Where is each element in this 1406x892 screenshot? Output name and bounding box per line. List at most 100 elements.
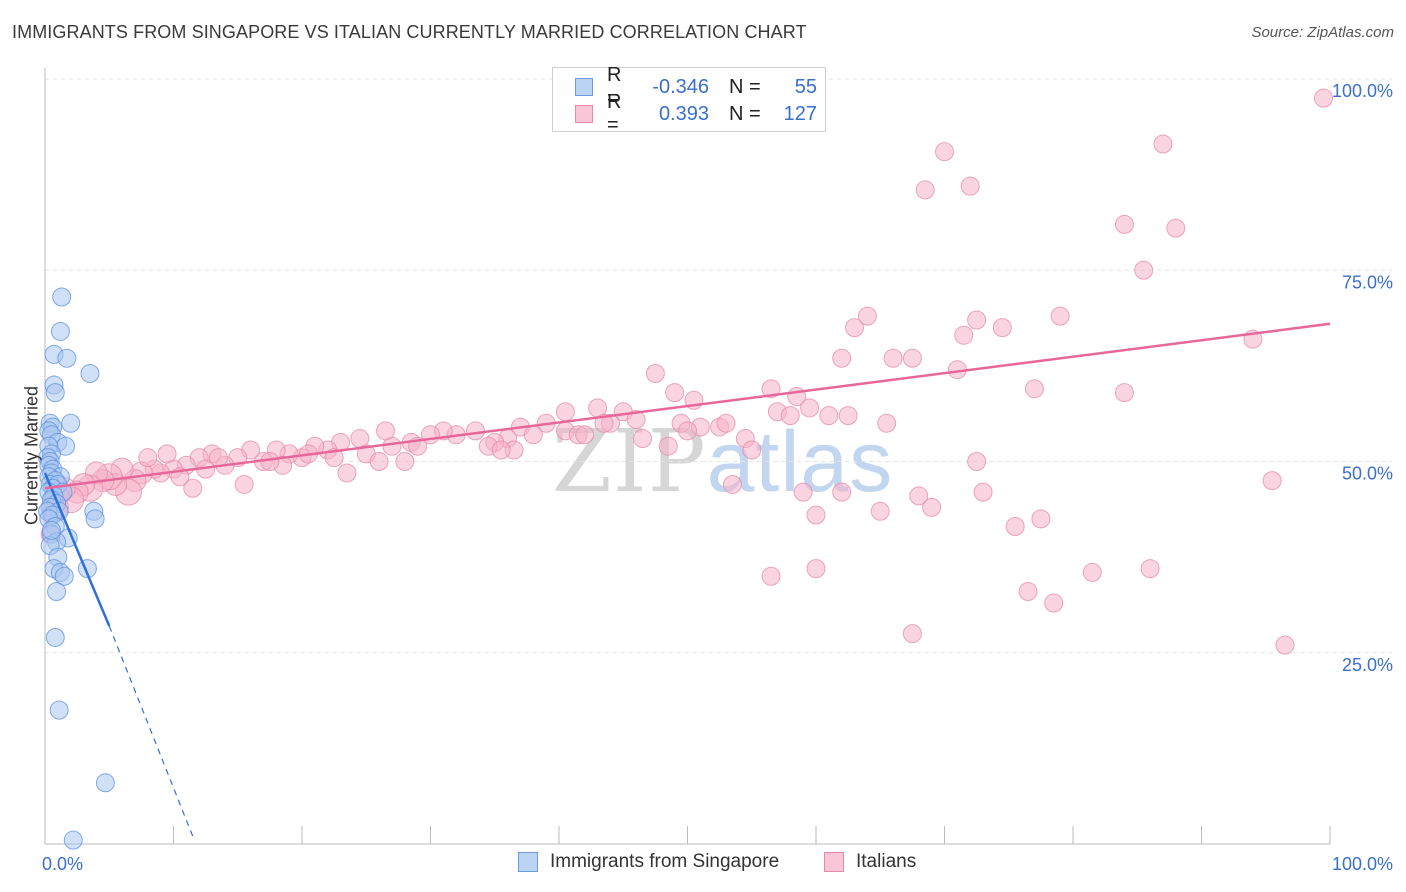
italian-trend-line xyxy=(44,322,1331,490)
italian-point xyxy=(800,398,820,418)
legend-item-singapore[interactable]: Immigrants from Singapore xyxy=(518,851,779,873)
italian-point xyxy=(845,318,865,338)
italian-point xyxy=(594,413,614,433)
legend-r-label: R = xyxy=(607,91,622,136)
italian-point xyxy=(324,448,344,468)
italian-point xyxy=(183,478,203,498)
italian-point xyxy=(992,318,1012,338)
series-legend: Immigrants from Singapore Italians xyxy=(0,851,1406,877)
legend-n-label: N = xyxy=(729,75,761,98)
italian-point xyxy=(1134,260,1154,280)
legend-swatch-italians xyxy=(575,105,593,123)
italian-point xyxy=(967,310,987,330)
italian-point xyxy=(806,505,826,525)
italian-point xyxy=(575,425,595,445)
italian-point xyxy=(915,180,935,200)
italian-point xyxy=(909,486,929,506)
italian-point xyxy=(645,364,665,384)
italian-point xyxy=(716,413,736,433)
x-tick-label: 100.0% xyxy=(1332,854,1393,874)
singapore-point xyxy=(50,321,70,341)
italian-point xyxy=(877,413,897,433)
italian-point xyxy=(780,406,800,426)
x-tick-label: 0.0% xyxy=(42,854,83,874)
italian-point xyxy=(806,559,826,579)
singapore-point xyxy=(41,520,61,540)
italian-point xyxy=(555,402,575,422)
italian-point xyxy=(678,421,697,441)
legend-r-label: R = xyxy=(607,64,622,109)
italian-point xyxy=(138,448,158,468)
italian-point xyxy=(857,306,877,326)
italian-point xyxy=(465,421,485,441)
legend-row-italians: R = 0.393 N = 127 xyxy=(575,91,817,136)
singapore-point xyxy=(95,773,115,793)
legend-label-italians: Italians xyxy=(856,851,917,872)
italian-point xyxy=(157,444,177,464)
italian-point xyxy=(665,383,685,403)
italian-point xyxy=(1044,593,1064,613)
italian-point xyxy=(1262,471,1282,491)
italian-point xyxy=(337,463,357,483)
italian-point xyxy=(1082,562,1102,582)
source-label: Source: ZipAtlas.com xyxy=(1251,24,1394,41)
italian-point xyxy=(922,497,942,517)
italian-point xyxy=(935,142,954,162)
singapore-point xyxy=(63,830,83,850)
italian-point xyxy=(376,421,396,441)
italian-point xyxy=(395,452,415,471)
italian-point xyxy=(523,425,543,445)
italian-point xyxy=(967,452,987,471)
italian-point xyxy=(793,482,813,502)
italian-point xyxy=(1166,218,1186,238)
italian-point xyxy=(491,440,511,460)
legend-r-value: 0.393 xyxy=(658,102,709,125)
singapore-point xyxy=(45,383,65,403)
italian-point xyxy=(954,325,974,345)
singapore-point xyxy=(57,348,77,368)
singapore-trend-line xyxy=(43,472,111,627)
legend-swatch-singapore xyxy=(575,78,593,96)
italian-point xyxy=(658,436,678,456)
italian-point xyxy=(902,624,922,644)
singapore-point xyxy=(47,582,67,602)
legend-item-italians[interactable]: Italians xyxy=(824,851,916,873)
legend-n-label: N = xyxy=(729,102,761,125)
italian-point xyxy=(1024,379,1044,399)
legend-row-singapore: R = -0.346 N = 55 xyxy=(575,64,817,109)
y-axis-label: Currently Married xyxy=(21,385,42,526)
italian-point xyxy=(838,406,858,426)
italian-point xyxy=(832,482,852,502)
italian-point xyxy=(1031,509,1051,529)
y-tick-label: 25.0% xyxy=(1342,655,1393,675)
singapore-point xyxy=(45,627,65,647)
singapore-point xyxy=(49,700,69,720)
stats-legend: R = -0.346 N = 55 R = 0.393 N = 127 xyxy=(552,64,826,136)
y-tick-label: 75.0% xyxy=(1342,272,1393,292)
chart-title: IMMIGRANTS FROM SINGAPORE VS ITALIAN CUR… xyxy=(12,22,807,42)
singapore-trend-extension xyxy=(108,625,194,837)
italian-point xyxy=(819,406,839,426)
italian-point xyxy=(1140,559,1160,579)
y-tick-label: 100.0% xyxy=(1332,81,1393,101)
singapore-point xyxy=(61,413,81,433)
italian-point xyxy=(832,348,852,368)
italian-point xyxy=(960,176,980,196)
singapore-point xyxy=(52,287,72,307)
italian-point xyxy=(633,429,653,449)
legend-r-value: -0.346 xyxy=(652,75,709,98)
italian-point xyxy=(883,348,903,368)
italian-point xyxy=(761,566,781,586)
y-tick-label: 50.0% xyxy=(1342,464,1393,484)
italian-point xyxy=(1050,306,1070,326)
italian-point xyxy=(626,409,646,429)
italian-point xyxy=(1153,134,1173,154)
italian-point xyxy=(1275,635,1295,655)
legend-label-singapore: Immigrants from Singapore xyxy=(550,851,780,872)
italian-point xyxy=(369,452,389,471)
legend-n-value: 127 xyxy=(783,102,817,125)
italian-point xyxy=(902,348,922,368)
legend-n-value: 55 xyxy=(794,75,817,98)
italian-point xyxy=(870,501,890,521)
